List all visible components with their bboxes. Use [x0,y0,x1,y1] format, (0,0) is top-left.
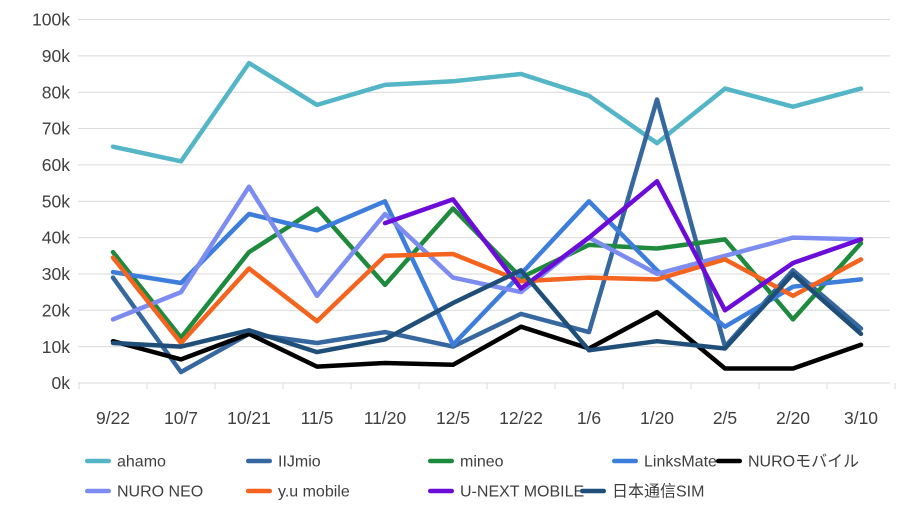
series-line-ahamo [110,60,864,164]
legend-swatch [428,488,454,494]
y-axis-tick-label: 90k [42,46,70,66]
legend-swatch [580,488,606,494]
legend-swatch [85,488,111,494]
y-axis-tick-label: 80k [42,82,70,102]
x-axis-tick-label: 11/5 [301,408,334,428]
legend-item-iijmio: IIJmio [246,454,321,471]
legend-label: IIJmio [278,454,321,471]
series-line-nuro [110,309,864,371]
x-axis-tick-label: 9/22 [96,408,130,428]
y-axis-tick-label: 100k [32,10,70,30]
y-axis-tick-label: 10k [42,337,70,357]
y-axis-tick-label: 50k [42,191,70,211]
y-axis-tick-label: 20k [42,300,70,320]
legend-label: LinksMate [644,454,717,471]
y-axis-tick-label: 0k [52,373,71,393]
legend-item-u-next-mobile: U-NEXT MOBILE [428,484,584,501]
legend-label: NURO NEO [117,484,203,501]
legend-label: y.u mobile [278,484,350,501]
legend-item-y-u-mobile: y.u mobile [246,484,350,501]
legend-item-linksmate: LinksMate [612,454,717,471]
legend-item-nuro: NUROモバイル [716,454,859,471]
x-axis-tick-label: 2/5 [713,408,737,428]
x-axis-tick-label: 1/20 [640,408,674,428]
x-axis-tick-label: 1/6 [577,408,601,428]
y-axis-tick-label: 30k [42,264,70,284]
legend-label: U-NEXT MOBILE [460,484,584,501]
legend-label: ahamo [117,454,166,471]
legend-item-sim: 日本通信SIM [580,483,704,501]
x-axis-tick-label: 2/20 [776,408,810,428]
legend-label: 日本通信SIM [612,483,704,501]
legend-swatch [246,488,272,494]
y-axis-tick-label: 60k [42,155,70,175]
x-axis-tick-label: 10/7 [164,408,198,428]
y-axis-tick-label: 70k [42,119,70,139]
series-line-sim [110,268,864,355]
legend-swatch [428,458,454,464]
x-axis-tick-label: 12/5 [436,408,470,428]
legend-swatch [716,458,742,464]
y-axis-tick-label: 40k [42,228,70,248]
legend-item-ahamo: ahamo [85,454,166,471]
series-line-linksmate [110,199,864,348]
x-axis-tick-label: 10/21 [227,408,271,428]
series-line-u-next-mobile [382,179,864,313]
series-line-y-u-mobile [110,251,864,346]
legend-swatch [612,458,638,464]
legend-label: NUROモバイル [748,454,859,471]
legend-item-mineo: mineo [428,454,504,471]
series-line-nuro-neo [110,184,864,322]
legend-item-nuro-neo: NURO NEO [85,484,203,501]
x-axis-tick-label: 3/10 [844,408,878,428]
legend-label: mineo [460,454,504,471]
legend-swatch [85,458,111,464]
legend-swatch [246,458,272,464]
x-axis-tick-label: 11/20 [364,408,407,428]
x-axis-tick-label: 12/22 [499,408,543,428]
